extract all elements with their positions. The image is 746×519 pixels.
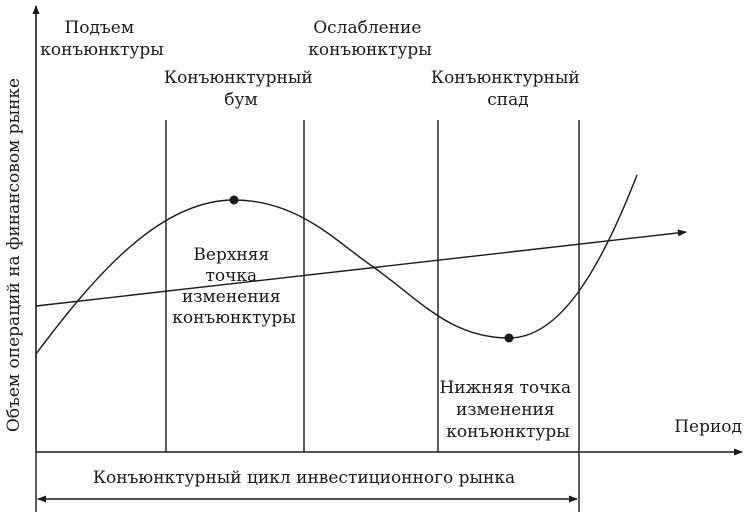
upper-turning-point-marker [229,195,239,205]
cycle-curve [35,174,638,355]
upper-turning-point-label: Верхняя точка изменения конъюнктуры [172,245,296,328]
cycle-label: Конъюнктурный цикл инвестиционного рынка [93,468,515,488]
lower-turning-point-label: Нижняя точка изменения конъюнктуры [439,378,576,442]
phase-rise-label: Подъем конъюнктуры [40,18,164,60]
lower-turning-point-marker [504,333,514,343]
phase-recession-label: Конъюнктурный спад [431,68,585,110]
phase-boom-label: Конъюнктурный бум [164,68,318,110]
y-axis-label: Объем операций на финансовом рынке [4,78,24,432]
x-axis-label: Период [674,417,742,437]
trend-line [35,229,687,307]
phase-weakening-label: Ослабление конъюнктуры [308,18,432,60]
